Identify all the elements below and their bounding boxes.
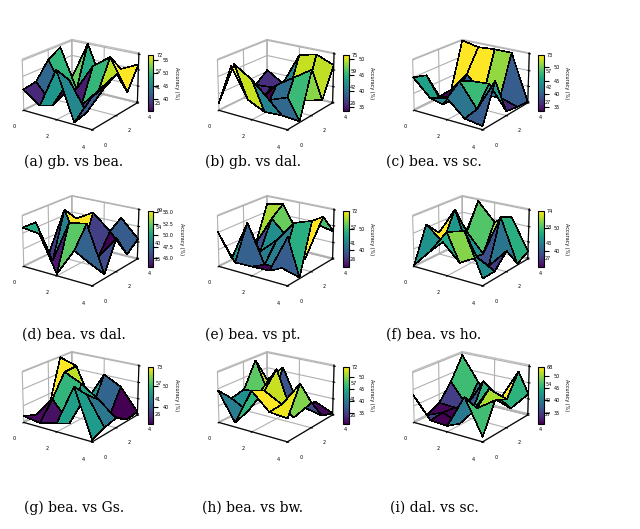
Y-axis label: Accuracy (%): Accuracy (%) [564, 223, 570, 256]
Text: (d) bea. vs dal.: (d) bea. vs dal. [22, 327, 125, 341]
Y-axis label: Accuracy (%): Accuracy (%) [564, 379, 570, 412]
Text: (c) bea. vs sc.: (c) bea. vs sc. [386, 154, 482, 168]
Text: (g) bea. vs Gs.: (g) bea. vs Gs. [24, 500, 124, 515]
Y-axis label: Accuracy (%): Accuracy (%) [174, 67, 179, 99]
Y-axis label: Accuracy (%): Accuracy (%) [369, 223, 374, 256]
Y-axis label: Accuracy (%): Accuracy (%) [174, 379, 179, 412]
Text: (b) gb. vs dal.: (b) gb. vs dal. [205, 154, 301, 169]
Text: (f) bea. vs ho.: (f) bea. vs ho. [387, 327, 481, 341]
Text: (h) bea. vs bw.: (h) bea. vs bw. [202, 501, 303, 515]
Text: (e) bea. vs pt.: (e) bea. vs pt. [205, 327, 301, 342]
Y-axis label: Accuracy (%): Accuracy (%) [564, 67, 570, 99]
Text: (i) dal. vs sc.: (i) dal. vs sc. [390, 501, 478, 515]
Text: (a) gb. vs bea.: (a) gb. vs bea. [24, 154, 123, 169]
Y-axis label: Accuracy (%): Accuracy (%) [179, 223, 184, 256]
Y-axis label: Accuracy (%): Accuracy (%) [369, 67, 374, 99]
Y-axis label: Accuracy (%): Accuracy (%) [369, 379, 374, 412]
